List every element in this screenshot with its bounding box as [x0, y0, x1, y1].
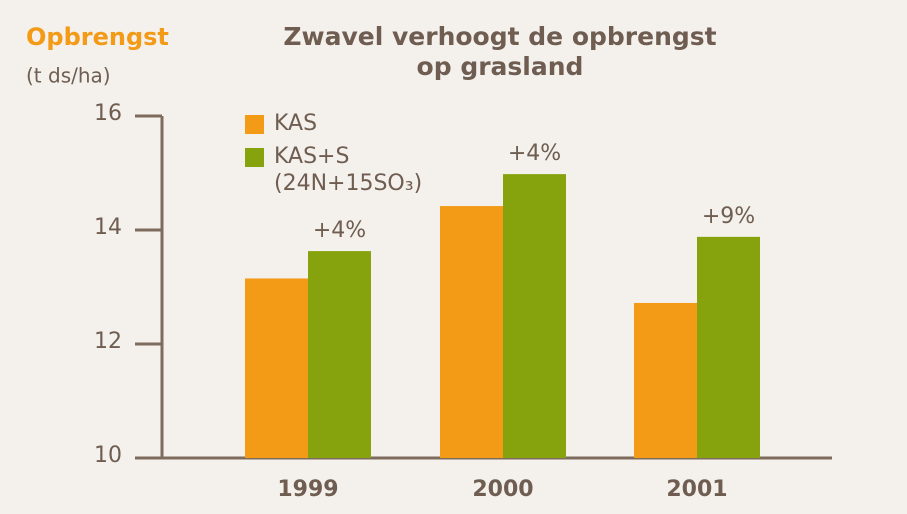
legend-label: KAS+S	[274, 144, 349, 169]
bar	[245, 278, 308, 458]
bar	[503, 174, 566, 458]
y-tick-label: 10	[94, 443, 122, 468]
annotation: +9%	[702, 204, 755, 229]
bar	[697, 236, 760, 458]
y-tick-label: 14	[94, 215, 122, 240]
chart-title: Zwavel verhoogt de opbrengst	[283, 22, 716, 51]
chart-title: op grasland	[417, 52, 584, 81]
legend-note: (24N+15SO₃)	[274, 171, 422, 196]
y-axis-unit: (t ds/ha)	[26, 64, 111, 88]
y-tick-label: 16	[94, 101, 122, 126]
annotation: +4%	[508, 141, 561, 166]
x-tick-label: 2000	[472, 477, 533, 502]
bar	[634, 302, 697, 458]
bar	[440, 206, 503, 458]
y-tick-label: 12	[94, 329, 122, 354]
x-tick-label: 2001	[666, 477, 727, 502]
x-tick-label: 1999	[277, 477, 338, 502]
y-axis-title: Opbrengst	[26, 23, 169, 51]
legend-label: KAS	[274, 111, 317, 136]
bar	[308, 251, 371, 458]
annotation: +4%	[313, 218, 366, 243]
legend-swatch	[245, 148, 264, 167]
legend-swatch	[245, 115, 264, 134]
